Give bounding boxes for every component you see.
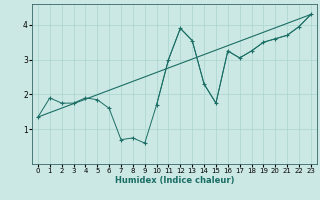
X-axis label: Humidex (Indice chaleur): Humidex (Indice chaleur) — [115, 176, 234, 185]
